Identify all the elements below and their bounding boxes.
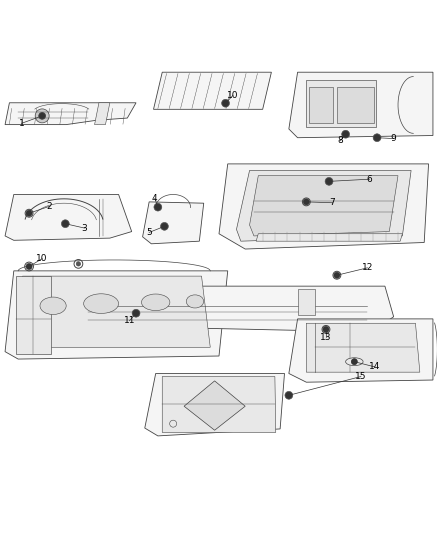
Circle shape xyxy=(27,264,31,269)
Circle shape xyxy=(373,134,381,142)
Circle shape xyxy=(26,263,32,270)
Circle shape xyxy=(326,179,332,184)
Circle shape xyxy=(223,100,229,106)
Circle shape xyxy=(351,359,357,365)
Text: 5: 5 xyxy=(146,228,152,237)
Ellipse shape xyxy=(84,294,119,313)
Text: 9: 9 xyxy=(391,134,396,143)
Polygon shape xyxy=(162,376,276,432)
Polygon shape xyxy=(95,103,110,125)
Circle shape xyxy=(335,273,339,277)
Circle shape xyxy=(61,220,69,228)
Polygon shape xyxy=(22,276,210,348)
Polygon shape xyxy=(143,202,204,244)
Text: 7: 7 xyxy=(330,198,336,207)
Circle shape xyxy=(155,204,161,210)
Circle shape xyxy=(342,130,350,138)
Polygon shape xyxy=(289,72,433,138)
Circle shape xyxy=(325,177,333,185)
Circle shape xyxy=(286,392,292,398)
Polygon shape xyxy=(297,289,315,314)
Text: 6: 6 xyxy=(367,175,372,184)
Circle shape xyxy=(323,326,329,333)
Text: 12: 12 xyxy=(362,263,373,272)
Circle shape xyxy=(304,200,308,204)
Circle shape xyxy=(161,223,167,229)
Polygon shape xyxy=(145,374,285,436)
Polygon shape xyxy=(308,87,332,123)
Ellipse shape xyxy=(346,358,363,366)
Polygon shape xyxy=(250,176,398,236)
Text: 2: 2 xyxy=(47,202,53,211)
Polygon shape xyxy=(5,195,132,240)
Circle shape xyxy=(76,262,81,266)
Polygon shape xyxy=(337,87,374,123)
Polygon shape xyxy=(16,276,51,354)
Text: 15: 15 xyxy=(355,372,367,381)
Circle shape xyxy=(154,203,162,211)
Circle shape xyxy=(133,310,139,316)
Text: 14: 14 xyxy=(369,362,381,372)
Polygon shape xyxy=(184,381,245,430)
Text: 8: 8 xyxy=(338,136,343,146)
Text: 1: 1 xyxy=(19,119,25,128)
Polygon shape xyxy=(306,323,420,372)
Circle shape xyxy=(334,272,340,278)
Ellipse shape xyxy=(141,294,170,311)
Circle shape xyxy=(303,199,309,205)
Circle shape xyxy=(39,113,45,119)
Polygon shape xyxy=(5,271,228,359)
Polygon shape xyxy=(5,103,136,125)
Polygon shape xyxy=(219,164,428,249)
Text: 3: 3 xyxy=(81,223,88,232)
Ellipse shape xyxy=(186,295,204,308)
Polygon shape xyxy=(306,79,376,127)
Polygon shape xyxy=(256,234,403,241)
Circle shape xyxy=(26,210,32,216)
Polygon shape xyxy=(237,171,411,241)
Circle shape xyxy=(132,309,140,317)
Text: 13: 13 xyxy=(320,333,332,342)
Circle shape xyxy=(27,211,31,215)
Circle shape xyxy=(374,135,380,141)
Circle shape xyxy=(352,359,357,364)
Circle shape xyxy=(285,391,293,399)
Text: 10: 10 xyxy=(227,91,239,100)
Text: 11: 11 xyxy=(124,316,135,325)
Circle shape xyxy=(160,222,168,230)
Polygon shape xyxy=(153,72,272,109)
Circle shape xyxy=(324,327,328,332)
Polygon shape xyxy=(75,286,394,332)
Circle shape xyxy=(39,112,46,119)
Ellipse shape xyxy=(40,297,66,314)
Circle shape xyxy=(35,109,49,123)
Polygon shape xyxy=(289,319,433,382)
Text: 10: 10 xyxy=(36,254,48,263)
Circle shape xyxy=(343,131,349,138)
Circle shape xyxy=(62,221,68,227)
Text: 4: 4 xyxy=(152,194,158,203)
Circle shape xyxy=(222,99,230,107)
